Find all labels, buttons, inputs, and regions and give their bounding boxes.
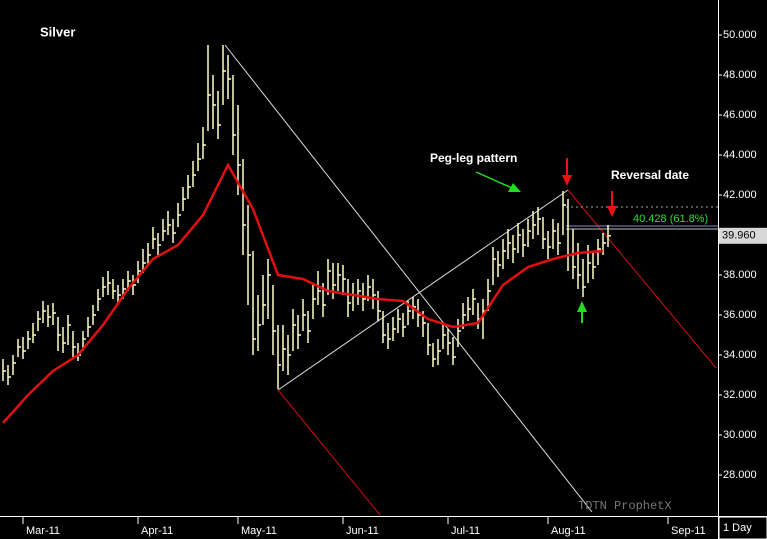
- peg-leg-line: [277, 189, 569, 391]
- y-tick-label: 38.000: [723, 269, 757, 281]
- interval-label: 1 Day: [723, 522, 752, 534]
- y-tick-label: 32.000: [723, 389, 757, 401]
- last-price-label: 39.960: [722, 230, 756, 242]
- x-tick-label: Mar-11: [26, 525, 60, 537]
- arrow-head: [577, 301, 587, 312]
- moving-average: [2, 162, 604, 424]
- arrow-head: [607, 206, 617, 217]
- chart-title: Silver: [40, 24, 75, 39]
- x-tick-label: May-11: [241, 525, 277, 537]
- y-tick-label: 46.000: [723, 109, 757, 121]
- interval-box: [718, 516, 767, 539]
- pitchfork-lower: [277, 389, 381, 516]
- x-tick-label: Jul-11: [451, 525, 480, 537]
- y-tick-label: 34.000: [723, 349, 757, 361]
- x-tick-label: Sep-11: [671, 525, 706, 537]
- annotation: 40.428 (61.8%): [633, 213, 708, 225]
- pitchfork-median: [224, 44, 593, 513]
- y-tick-label: 28.000: [723, 469, 757, 481]
- y-tick-label: 36.000: [723, 309, 757, 321]
- last-price-box: [719, 227, 767, 244]
- x-tick-label: Aug-11: [551, 525, 586, 537]
- pitchfork-upper: [567, 189, 717, 369]
- annotation: Reversal date: [611, 168, 689, 182]
- y-tick-label: 48.000: [723, 69, 757, 81]
- arrows: [475, 158, 617, 323]
- annotation: Peg-leg pattern: [430, 151, 517, 165]
- x-tick-label: Apr-11: [141, 525, 173, 537]
- arrow-shaft: [475, 171, 513, 189]
- watermark: TDTN ProphetX: [578, 499, 672, 513]
- arrow-head: [508, 183, 521, 192]
- y-tick-label: 42.000: [723, 189, 757, 201]
- plot-area: [2, 45, 611, 424]
- y-tick-label: 30.000: [723, 429, 757, 441]
- x-tick-label: Jun-11: [346, 525, 379, 537]
- arrow-head: [562, 175, 572, 186]
- y-tick-label: 50.000: [723, 29, 757, 41]
- y-tick-label: 44.000: [723, 149, 757, 161]
- trend-lines: [224, 44, 718, 516]
